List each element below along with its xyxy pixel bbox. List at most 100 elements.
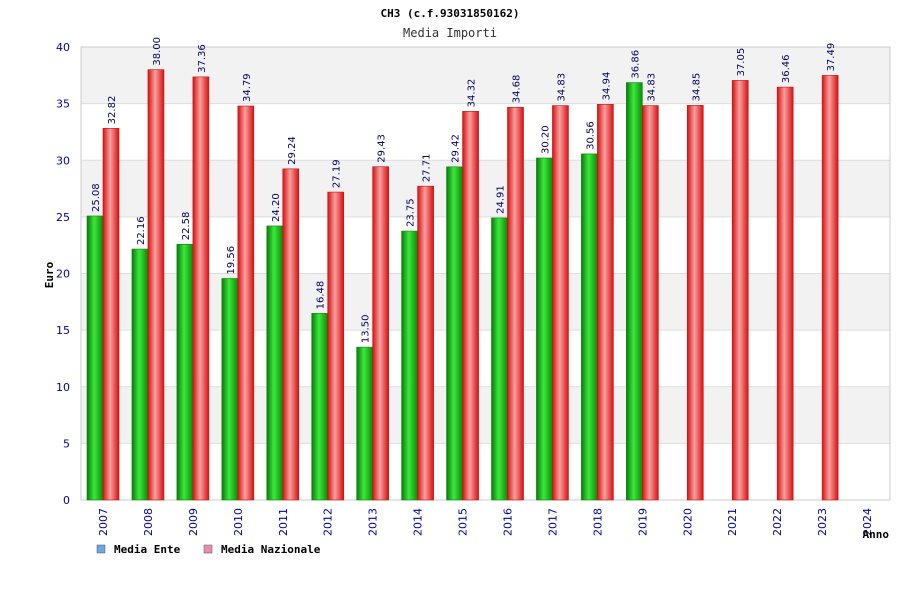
data-label: 37.36 xyxy=(197,44,208,73)
data-label: 24.91 xyxy=(496,185,507,214)
legend-label-media-ente: Media Ente xyxy=(114,543,181,556)
data-label: 13.50 xyxy=(361,314,372,343)
bar xyxy=(581,153,598,501)
bar xyxy=(821,75,839,501)
data-label: 37.05 xyxy=(736,48,747,77)
x-tick-label: 2022 xyxy=(771,508,784,536)
bar xyxy=(221,278,239,501)
bar xyxy=(192,76,210,501)
x-tick-label: 2015 xyxy=(457,508,470,536)
x-axis-ticks: 2007 2008 2009 2010 2011 2012 2013 2014 2015 2016… xyxy=(97,508,874,536)
y-axis-ticks: 0 5 10 15 20 25 30 35 40 xyxy=(56,41,70,507)
x-tick-label: 2023 xyxy=(816,508,829,536)
y-tick-label: 10 xyxy=(56,381,70,394)
x-tick-label: 2013 xyxy=(367,508,380,536)
y-tick-label: 35 xyxy=(56,98,70,111)
bar xyxy=(86,215,104,501)
bar xyxy=(686,105,704,501)
bar xyxy=(552,105,569,501)
grid-band xyxy=(81,386,890,444)
x-axis-label: Anno xyxy=(863,528,890,541)
data-label: 36.46 xyxy=(781,54,792,83)
data-label: 16.48 xyxy=(316,281,327,310)
x-tick-label: 2011 xyxy=(277,508,290,536)
bar xyxy=(536,157,553,501)
x-tick-label: 2007 xyxy=(97,508,110,536)
bar xyxy=(237,105,255,501)
data-label: 34.68 xyxy=(512,75,523,104)
y-tick-label: 15 xyxy=(56,324,70,337)
data-label: 22.58 xyxy=(181,212,192,241)
grid-band xyxy=(81,273,890,331)
grid-band xyxy=(81,330,890,387)
grid-band xyxy=(81,103,890,161)
x-tick-label: 2014 xyxy=(412,508,425,536)
legend-swatch-media-ente xyxy=(96,544,106,554)
bar xyxy=(642,105,659,501)
data-label: 27.19 xyxy=(332,159,343,188)
bar xyxy=(131,248,149,501)
bar xyxy=(176,243,194,501)
data-label: 29.42 xyxy=(451,134,462,163)
bar xyxy=(401,230,418,501)
data-label: 34.83 xyxy=(556,73,567,102)
bar xyxy=(626,82,643,501)
data-label: 34.94 xyxy=(601,72,612,101)
y-axis-label: Euro xyxy=(43,261,56,288)
x-tick-label: 2020 xyxy=(681,508,694,536)
bar xyxy=(491,217,508,501)
bar xyxy=(372,166,389,501)
bar xyxy=(417,185,434,501)
chart-title: CH3 (c.f.93031850162) xyxy=(380,7,519,20)
legend-swatch-media-nazionale xyxy=(203,544,213,554)
data-label: 25.08 xyxy=(91,183,102,212)
value-labels-group: 25.08 22.16 22.58 19.56 24.20 16.48 13.50 23.75… xyxy=(91,37,837,343)
x-tick-label: 2018 xyxy=(591,508,604,536)
grid-band xyxy=(81,160,890,217)
data-label: 30.56 xyxy=(585,121,596,150)
data-label: 38.00 xyxy=(152,37,163,66)
bar xyxy=(731,80,749,501)
grid-band xyxy=(81,47,890,104)
data-label: 34.32 xyxy=(467,79,478,108)
data-label: 30.20 xyxy=(540,125,551,154)
x-tick-label: 2010 xyxy=(232,508,245,536)
x-tick-label: 2021 xyxy=(726,508,739,536)
bar xyxy=(102,128,120,501)
y-tick-label: 30 xyxy=(56,154,70,167)
chart-subtitle: Media Importi xyxy=(403,26,497,40)
x-tick-label: 2024 xyxy=(861,508,874,536)
bar xyxy=(507,106,524,501)
data-label: 23.75 xyxy=(406,198,417,227)
data-label: 34.79 xyxy=(242,73,253,102)
x-tick-label: 2009 xyxy=(187,508,200,536)
data-label: 32.82 xyxy=(107,96,118,125)
x-tick-label: 2017 xyxy=(546,508,559,536)
bar xyxy=(446,166,463,501)
data-label: 22.16 xyxy=(136,216,147,245)
bar xyxy=(597,104,614,501)
y-tick-label: 25 xyxy=(56,211,70,224)
data-label: 37.49 xyxy=(826,43,837,72)
x-tick-label: 2016 xyxy=(502,508,515,536)
plot-frame xyxy=(80,46,891,501)
data-label: 34.83 xyxy=(646,73,657,102)
data-label: 29.43 xyxy=(377,134,388,163)
grid-band xyxy=(81,216,890,274)
x-tick-label: 2012 xyxy=(322,508,335,536)
legend-label-media-nazionale: Media Nazionale xyxy=(221,543,321,556)
y-tick-label: 5 xyxy=(63,437,70,450)
data-label: 29.24 xyxy=(287,136,298,165)
bar xyxy=(776,86,794,501)
bar xyxy=(327,191,345,501)
data-label: 27.71 xyxy=(422,154,433,183)
data-label: 36.86 xyxy=(630,50,641,79)
legend: Media Ente Media Nazionale xyxy=(96,543,321,556)
bar xyxy=(462,111,479,501)
bar xyxy=(311,313,329,501)
bar xyxy=(147,69,165,501)
bar xyxy=(356,346,373,501)
data-label: 19.56 xyxy=(226,246,237,275)
bar xyxy=(266,225,284,501)
